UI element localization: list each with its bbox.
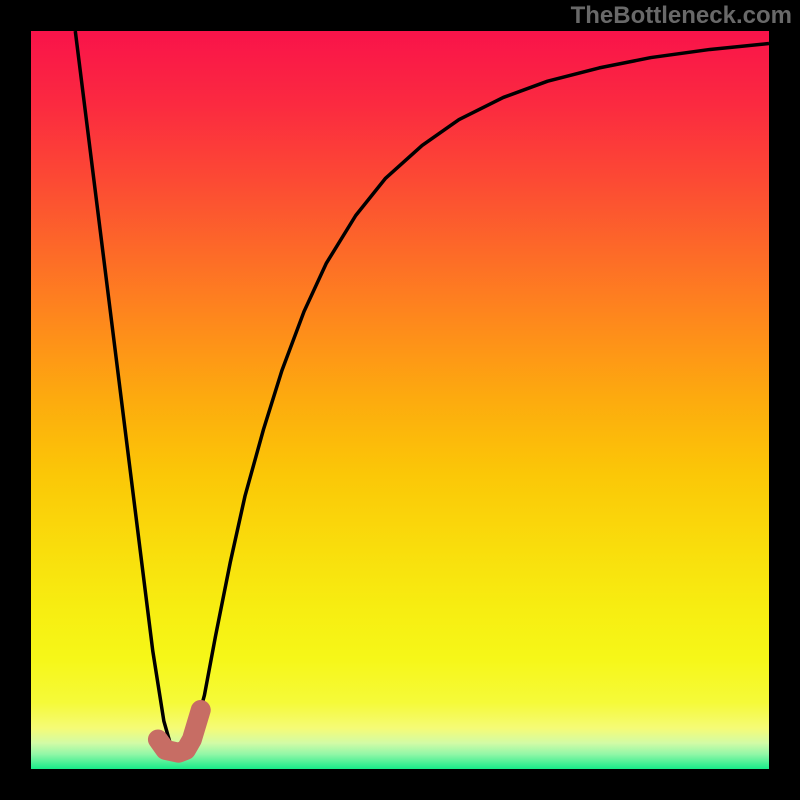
- watermark-text: TheBottleneck.com: [571, 2, 792, 30]
- plot-area: [31, 31, 769, 769]
- chart-frame: TheBottleneck.com: [0, 0, 800, 800]
- minimum-marker: [31, 31, 769, 769]
